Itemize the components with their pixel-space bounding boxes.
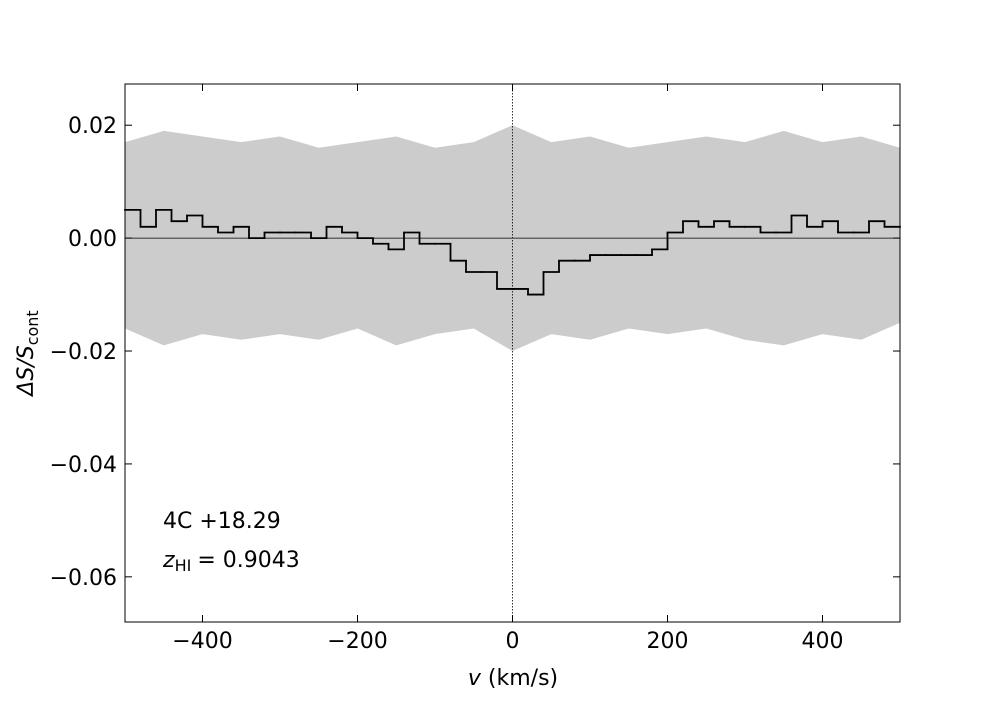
x-tick-label: 0 <box>506 629 520 654</box>
x-tick-label: −400 <box>172 629 232 654</box>
x-label-unit: (km/s) <box>488 666 558 691</box>
y-tick-label: 0.00 <box>68 227 117 252</box>
y-label-subscript: cont <box>23 310 42 345</box>
x-label-symbol: v <box>468 666 482 691</box>
y-axis-label: ΔS/Scont <box>14 310 42 397</box>
x-tick-label: 200 <box>647 629 689 654</box>
y-tick-label: −0.04 <box>50 453 117 478</box>
plot-area <box>124 84 901 622</box>
x-axis-label: v (km/s) <box>468 666 558 691</box>
redshift-value: = 0.9043 <box>197 548 299 573</box>
y-tick-label: 0.02 <box>68 114 117 139</box>
y-tick-label: −0.02 <box>50 340 117 365</box>
source-label: 4C +18.29 <box>163 509 281 534</box>
redshift-symbol: z <box>162 548 175 573</box>
y-tick-label: −0.06 <box>50 566 117 591</box>
x-tick-label: −200 <box>327 629 387 654</box>
x-tick-label: 400 <box>802 629 844 654</box>
y-label-main: ΔS/S <box>14 345 39 397</box>
redshift-subscript: HI <box>175 556 192 575</box>
redshift-label: zHI = 0.9043 <box>162 548 300 575</box>
